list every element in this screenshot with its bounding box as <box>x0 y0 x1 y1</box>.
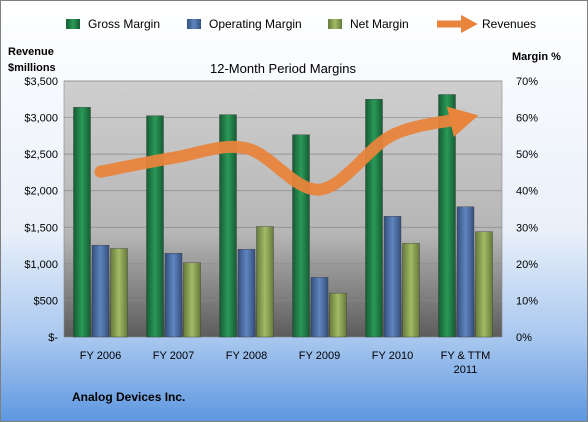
right-axis-title: Margin % <box>512 51 561 63</box>
bar-net-margin <box>256 226 274 338</box>
bar-gross-margin <box>292 134 310 338</box>
right-axis-ticks: 0% 10% 20% 30% 40% 50% 60% 70% <box>516 76 538 344</box>
legend-swatch-net-margin <box>328 19 342 29</box>
bar-gross-margin <box>146 115 164 338</box>
left-tick-label: $1,000 <box>24 259 58 271</box>
company-name: Analog Devices Inc. <box>72 390 185 404</box>
bar-net-margin <box>110 248 128 338</box>
legend-item-net-margin: Net Margin <box>328 17 409 31</box>
bar-operating-margin <box>383 216 402 338</box>
bar-gross-margin <box>219 114 237 338</box>
bar-net-margin <box>183 262 201 338</box>
x-tick-label: FY 2010 <box>372 350 413 362</box>
bar-operating-margin <box>310 277 329 338</box>
right-tick-label: 70% <box>516 76 538 88</box>
legend-item-revenues: Revenues <box>437 14 536 34</box>
bars <box>73 94 493 338</box>
bar-operating-margin <box>237 249 256 338</box>
legend-label-net-margin: Net Margin <box>350 17 409 31</box>
left-axis-title-line-2: $millions <box>8 62 56 74</box>
legend-swatch-gross-margin <box>66 19 80 29</box>
bar-gross-margin <box>365 99 383 338</box>
legend: Gross Margin Operating Margin Net Margin… <box>66 14 536 34</box>
right-tick-label: 60% <box>516 113 538 125</box>
legend-item-operating-margin: Operating Margin <box>187 17 302 31</box>
x-tick-label: FY 2007 <box>153 350 194 362</box>
left-tick-label: $3,000 <box>24 113 58 125</box>
bar-operating-margin <box>91 245 110 338</box>
left-tick-label: $2,500 <box>24 149 58 161</box>
gridlines <box>64 80 502 301</box>
legend-label-revenues: Revenues <box>482 17 536 31</box>
left-tick-label: $- <box>48 332 58 344</box>
legend-label-gross-margin: Gross Margin <box>88 17 160 31</box>
chart-title: 12-Month Period Margins <box>210 61 356 76</box>
left-tick-label: $3,500 <box>24 76 58 88</box>
bar-operating-margin <box>164 253 183 338</box>
bar-gross-margin <box>73 107 91 338</box>
x-tick-label: FY 2008 <box>226 350 267 362</box>
x-tick-label: FY 2006 <box>80 350 121 362</box>
left-tick-label: $1,500 <box>24 222 58 234</box>
revenue-line-layer <box>94 106 479 196</box>
bar-net-margin <box>402 243 420 338</box>
right-tick-label: 40% <box>516 186 538 198</box>
right-tick-label: 50% <box>516 149 538 161</box>
left-axis-ticks: $- $500 $1,000 $1,500 $2,000 $2,500 $3,000 $3,5… <box>24 76 58 344</box>
right-tick-label: 30% <box>516 222 538 234</box>
left-axis-title-line-1: Revenue <box>8 46 54 58</box>
legend-label-operating-margin: Operating Margin <box>209 17 302 31</box>
legend-swatch-operating-margin <box>187 19 201 29</box>
x-tick-label: FY & TTM 2011 <box>441 350 491 376</box>
right-tick-label: 10% <box>516 295 538 307</box>
legend-item-gross-margin: Gross Margin <box>66 17 160 31</box>
left-tick-label: $500 <box>34 295 58 307</box>
bar-net-margin <box>475 231 493 338</box>
right-tick-label: 0% <box>516 332 532 344</box>
x-axis-labels: FY 2006 FY 2007 FY 2008 FY 2009 FY 2010 FY & … <box>80 350 491 376</box>
x-tick-label: FY 2009 <box>299 350 340 362</box>
revenue-line <box>94 106 479 196</box>
bar-gross-margin <box>438 94 456 338</box>
right-tick-label: 20% <box>516 259 538 271</box>
bar-net-margin <box>329 292 347 338</box>
bar-operating-margin <box>456 206 475 338</box>
left-tick-label: $2,000 <box>24 186 58 198</box>
